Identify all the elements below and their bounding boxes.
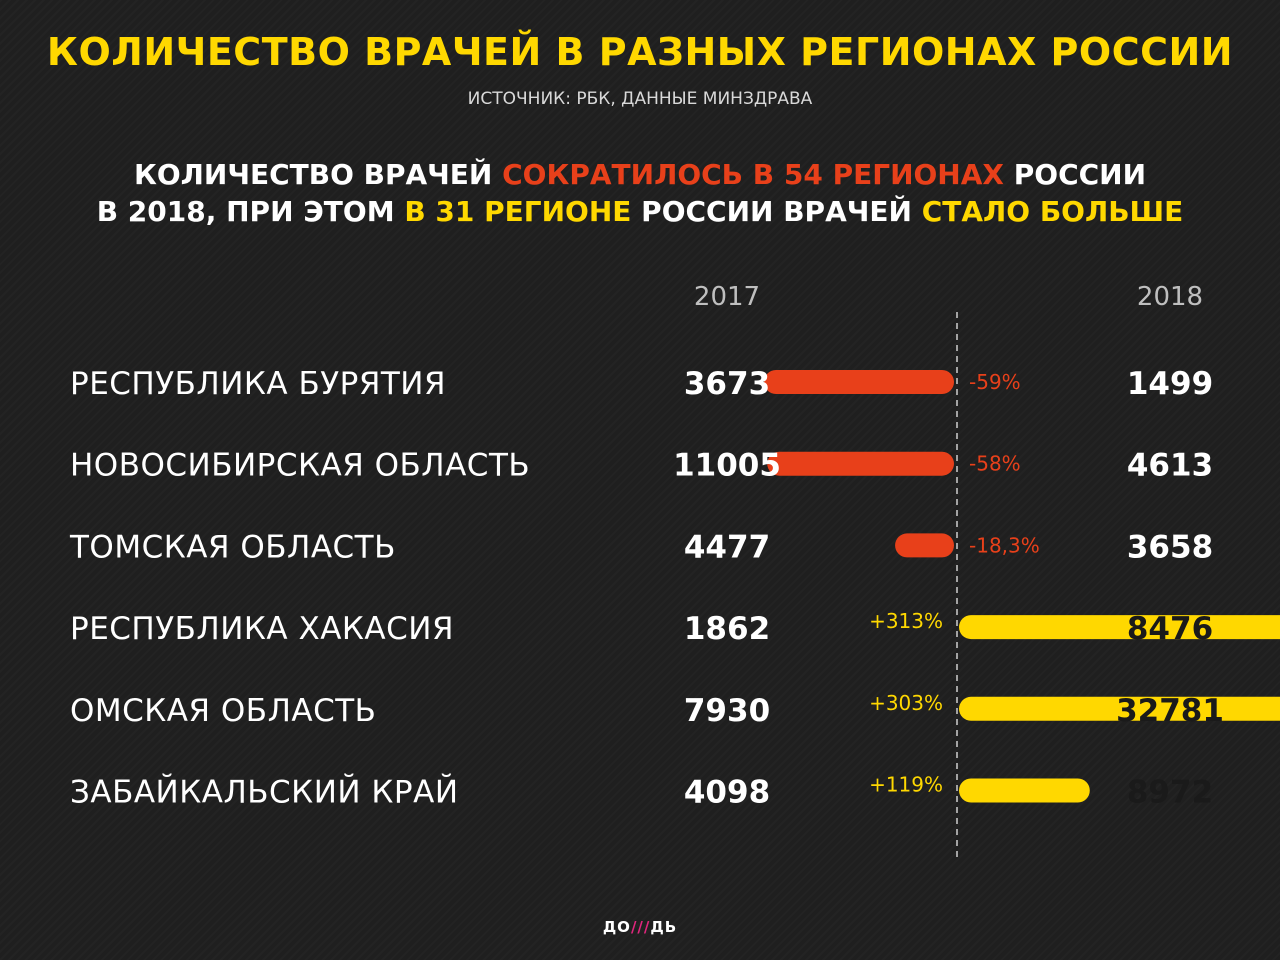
headline-line-1: КОЛИЧЕСТВО ВРАЧЕЙ СОКРАТИЛОСЬ В 54 РЕГИО… [0, 158, 1280, 191]
value-2017: 7930 [684, 693, 770, 729]
headline-segment: В 2018, ПРИ ЭТОМ [96, 195, 405, 228]
region-label: РЕСПУБЛИКА БУРЯТИЯ [70, 366, 446, 402]
page-title: КОЛИЧЕСТВО ВРАЧЕЙ В РАЗНЫХ РЕГИОНАХ РОСС… [46, 30, 1234, 74]
bar-increase [959, 615, 1280, 640]
region-label: ТОМСКАЯ ОБЛАСТЬ [69, 529, 396, 565]
value-2018: 1499 [1127, 366, 1213, 402]
headline-segment: РОССИИ [1004, 158, 1147, 191]
column-header-2017: 2017 [694, 282, 760, 312]
value-2018: 4613 [1127, 448, 1213, 484]
dozhd-logo: ДО///ДЬ [0, 918, 1280, 936]
logo-text-left: ДО [602, 918, 631, 936]
bar-decrease [895, 533, 954, 558]
value-2017: 3673 [684, 366, 770, 402]
change-label: -58% [969, 452, 1021, 476]
value-2018: 32781 [1116, 693, 1224, 729]
change-label: +119% [869, 773, 943, 797]
headline-segment: КОЛИЧЕСТВО ВРАЧЕЙ [133, 158, 503, 191]
source-note: ИСТОЧНИК: РБК, ДАННЫЕ МИНЗДРАВА [467, 89, 813, 109]
value-2017: 4098 [684, 775, 770, 811]
region-label: НОВОСИБИРСКАЯ ОБЛАСТЬ [70, 448, 530, 484]
bar-decrease [767, 451, 954, 476]
value-2018: 8476 [1127, 611, 1213, 647]
bar-increase [959, 778, 1090, 803]
region-label: ОМСКАЯ ОБЛАСТЬ [70, 693, 376, 729]
headline-segment-yellow: В 31 РЕГИОНЕ [404, 195, 632, 228]
logo-mark: /// [630, 918, 651, 936]
headline-line-2: В 2018, ПРИ ЭТОМ В 31 РЕГИОНЕ РОССИИ ВРА… [0, 195, 1280, 228]
headline-segment-red: СОКРАТИЛОСЬ В 54 РЕГИОНАХ [502, 158, 1004, 191]
region-label: РЕСПУБЛИКА ХАКАСИЯ [70, 611, 454, 647]
change-label: -18,3% [969, 533, 1040, 557]
change-label: +313% [869, 609, 943, 633]
value-2017: 1862 [684, 611, 770, 647]
headline-segment: РОССИИ ВРАЧЕЙ [631, 195, 922, 228]
change-label: -59% [969, 370, 1021, 394]
bar-decrease [764, 370, 954, 394]
change-label: +303% [869, 691, 943, 715]
region-label: ЗАБАЙКАЛЬСКИЙ КРАЙ [70, 775, 459, 811]
value-2017: 4477 [684, 529, 770, 565]
column-header-2018: 2018 [1137, 282, 1203, 312]
logo-text-right: ДЬ [650, 918, 678, 936]
headline-segment-yellow: СТАЛО БОЛЬШЕ [921, 195, 1184, 228]
value-2018: 8972 [1127, 775, 1213, 811]
value-2017: 11005 [673, 448, 781, 484]
bar-increase [959, 696, 1280, 721]
value-2018: 3658 [1127, 529, 1213, 565]
